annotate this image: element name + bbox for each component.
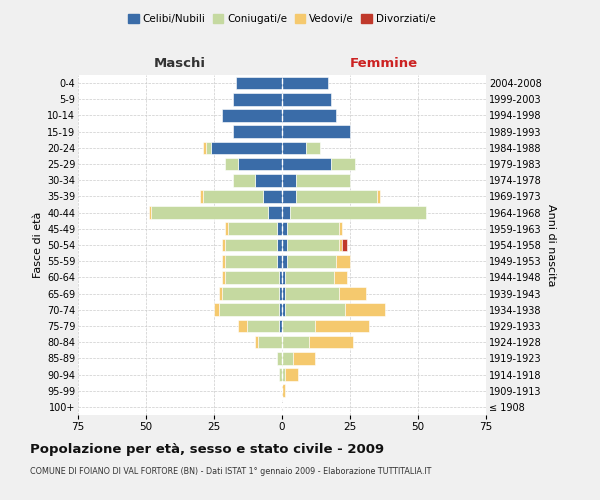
- Bar: [287, 238, 339, 252]
- Bar: [222, 288, 279, 300]
- Bar: [220, 304, 279, 316]
- Bar: [344, 304, 385, 316]
- Bar: [220, 288, 222, 300]
- Bar: [255, 336, 257, 348]
- Bar: [203, 190, 263, 202]
- Bar: [282, 142, 307, 154]
- Text: COMUNE DI FOIANO DI VAL FORTORE (BN) - Dati ISTAT 1° gennaio 2009 - Elaborazione: COMUNE DI FOIANO DI VAL FORTORE (BN) - D…: [30, 468, 431, 476]
- Bar: [282, 222, 287, 235]
- Bar: [285, 288, 339, 300]
- Bar: [309, 336, 353, 348]
- Bar: [149, 206, 151, 219]
- Bar: [236, 77, 282, 90]
- Legend: Celibi/Nubili, Coniugati/e, Vedovi/e, Divorziati/e: Celibi/Nubili, Coniugati/e, Vedovi/e, Di…: [126, 12, 438, 26]
- Bar: [331, 158, 355, 170]
- Bar: [285, 368, 298, 381]
- Bar: [314, 320, 369, 332]
- Bar: [247, 320, 279, 332]
- Bar: [222, 238, 225, 252]
- Bar: [334, 271, 347, 283]
- Bar: [282, 384, 285, 397]
- Text: Femmine: Femmine: [350, 57, 418, 70]
- Bar: [282, 190, 296, 202]
- Text: Maschi: Maschi: [154, 57, 206, 70]
- Bar: [255, 174, 282, 186]
- Bar: [222, 255, 225, 268]
- Bar: [282, 174, 296, 186]
- Bar: [225, 222, 227, 235]
- Bar: [225, 255, 277, 268]
- Bar: [282, 109, 337, 122]
- Bar: [277, 238, 282, 252]
- Bar: [233, 174, 255, 186]
- Bar: [282, 271, 285, 283]
- Text: Popolazione per età, sesso e stato civile - 2009: Popolazione per età, sesso e stato civil…: [30, 442, 384, 456]
- Bar: [279, 271, 282, 283]
- Bar: [282, 93, 331, 106]
- Bar: [263, 190, 282, 202]
- Bar: [282, 126, 350, 138]
- Bar: [268, 206, 282, 219]
- Bar: [307, 142, 320, 154]
- Bar: [282, 368, 285, 381]
- Bar: [222, 109, 282, 122]
- Bar: [290, 206, 426, 219]
- Bar: [277, 255, 282, 268]
- Bar: [282, 255, 287, 268]
- Bar: [282, 304, 285, 316]
- Bar: [282, 336, 309, 348]
- Bar: [225, 271, 279, 283]
- Bar: [200, 190, 203, 202]
- Bar: [279, 320, 282, 332]
- Bar: [339, 222, 342, 235]
- Bar: [233, 93, 282, 106]
- Y-axis label: Fasce di età: Fasce di età: [32, 212, 43, 278]
- Bar: [339, 288, 367, 300]
- Bar: [282, 158, 331, 170]
- Bar: [203, 142, 206, 154]
- Bar: [282, 206, 290, 219]
- Bar: [225, 158, 238, 170]
- Bar: [342, 238, 347, 252]
- Y-axis label: Anni di nascita: Anni di nascita: [545, 204, 556, 286]
- Bar: [211, 142, 282, 154]
- Bar: [214, 304, 220, 316]
- Bar: [285, 271, 334, 283]
- Bar: [227, 222, 277, 235]
- Bar: [377, 190, 380, 202]
- Bar: [282, 320, 314, 332]
- Bar: [337, 255, 350, 268]
- Bar: [238, 158, 282, 170]
- Bar: [279, 368, 282, 381]
- Bar: [339, 238, 342, 252]
- Bar: [293, 352, 314, 364]
- Bar: [225, 238, 277, 252]
- Bar: [279, 304, 282, 316]
- Bar: [282, 288, 285, 300]
- Bar: [277, 352, 282, 364]
- Bar: [282, 77, 328, 90]
- Bar: [285, 304, 344, 316]
- Bar: [257, 336, 282, 348]
- Bar: [222, 271, 225, 283]
- Bar: [233, 126, 282, 138]
- Bar: [282, 352, 293, 364]
- Bar: [296, 190, 377, 202]
- Bar: [279, 288, 282, 300]
- Bar: [151, 206, 268, 219]
- Bar: [287, 255, 337, 268]
- Bar: [287, 222, 339, 235]
- Bar: [238, 320, 247, 332]
- Bar: [206, 142, 211, 154]
- Bar: [282, 238, 287, 252]
- Bar: [277, 222, 282, 235]
- Bar: [296, 174, 350, 186]
